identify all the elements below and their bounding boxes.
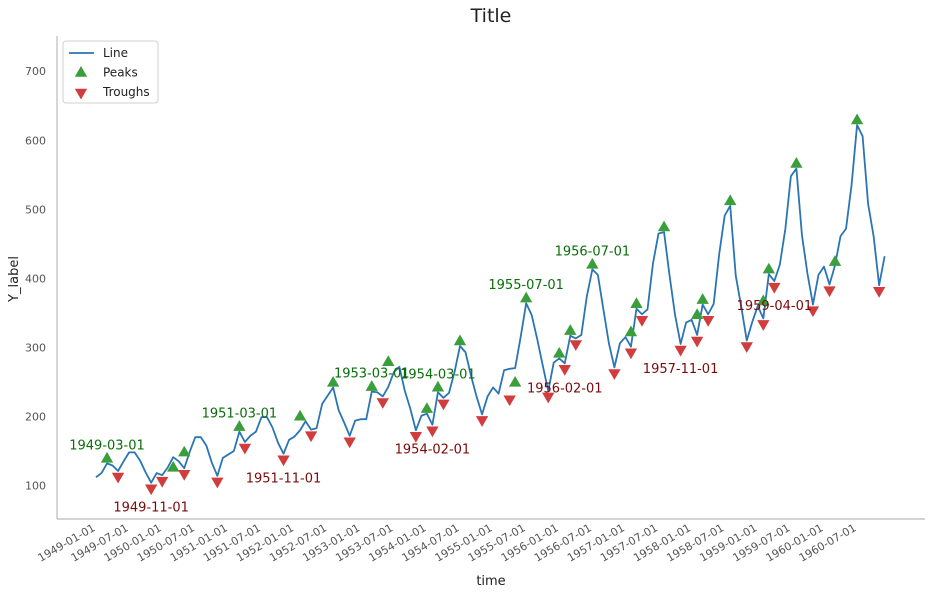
trough-marker <box>740 342 753 353</box>
trough-annotation: 1949-11-01 <box>113 501 189 516</box>
y-tick-label: 400 <box>25 272 46 285</box>
y-tick-label: 200 <box>25 410 46 423</box>
x-axis-label: time <box>476 574 505 589</box>
peak-annotation: 1954-03-01 <box>400 367 476 382</box>
legend: Line Peaks Troughs <box>62 40 159 104</box>
trough-marker <box>872 287 886 298</box>
trough-marker <box>624 348 638 360</box>
trough-marker <box>178 470 191 481</box>
trough-marker <box>144 484 158 496</box>
legend-label: Peaks <box>103 66 138 80</box>
legend-trough-swatch <box>74 88 88 100</box>
trough-marker <box>635 316 649 327</box>
trough-marker <box>768 282 781 294</box>
axes <box>56 36 925 520</box>
trough-annotation: 1959-04-01 <box>737 299 813 314</box>
trough-marker <box>701 316 715 327</box>
trough-marker <box>608 369 621 380</box>
peak-marker <box>382 355 395 366</box>
peak-marker <box>724 194 737 206</box>
peak-marker <box>762 262 776 274</box>
peak-marker <box>100 451 114 463</box>
series-line <box>95 124 886 484</box>
trough-marker <box>823 286 836 298</box>
trough-marker <box>277 455 290 467</box>
peak-marker <box>431 380 445 392</box>
y-tick-label: 500 <box>25 203 46 216</box>
peak-annotation: 1955-07-01 <box>488 278 564 293</box>
trough-marker <box>426 426 439 438</box>
y-axis-label: Y_label <box>7 256 22 303</box>
trough-marker <box>304 431 318 443</box>
trough-annotation: 1957-11-01 <box>643 362 719 377</box>
x-ticks: 1949-01-011949-07-011950-01-011950-07-01… <box>36 521 859 564</box>
trough-marker <box>111 472 125 484</box>
y-tick-label: 600 <box>25 134 46 147</box>
trough-marker <box>569 340 582 351</box>
peak-marker <box>293 409 307 421</box>
y-tick-label: 300 <box>25 341 46 354</box>
trough-marker <box>409 432 423 443</box>
peak-marker <box>233 420 246 431</box>
peak-annotation: 1956-07-01 <box>555 244 631 259</box>
peak-marker <box>365 380 378 391</box>
y-tick-label: 700 <box>25 65 46 78</box>
peak-marker <box>167 460 180 472</box>
peak-marker <box>553 346 566 358</box>
trough-marker <box>156 476 169 488</box>
legend-peak-swatch <box>74 66 88 77</box>
peak-marker <box>790 157 803 168</box>
peak-annotation: 1953-03-01 <box>334 367 410 382</box>
legend-label: Line <box>103 46 128 60</box>
y-tick-label: 100 <box>25 480 46 493</box>
peak-marker <box>326 375 340 387</box>
trough-marker <box>343 437 356 449</box>
trough-marker <box>542 392 555 404</box>
peak-marker <box>690 308 704 320</box>
markers <box>100 113 886 496</box>
peak-marker <box>757 294 770 306</box>
peak-marker <box>624 325 638 337</box>
peak-marker <box>564 324 577 335</box>
peak-marker <box>178 445 191 457</box>
peak-marker <box>420 402 434 413</box>
peak-annotation: 1951-03-01 <box>202 407 278 422</box>
plot-area <box>95 124 886 484</box>
peak-marker <box>519 291 533 303</box>
legend-box <box>62 40 159 104</box>
trough-marker <box>475 416 489 427</box>
trough-marker <box>674 345 687 357</box>
peak-marker <box>828 255 842 266</box>
trough-annotation: 1956-02-01 <box>527 381 603 396</box>
peak-annotation: 1949-03-01 <box>69 438 145 453</box>
y-ticks: 100 200 300 400 500 600 700 <box>25 65 46 492</box>
peak-marker <box>586 257 599 269</box>
trough-annotation: 1951-11-01 <box>246 472 322 487</box>
peak-marker <box>696 293 709 304</box>
legend-label: Troughs <box>102 85 150 99</box>
trough-marker <box>238 443 252 455</box>
trough-annotation: 1954-02-01 <box>395 443 471 458</box>
peak-marker <box>850 113 864 125</box>
trough-marker <box>690 336 704 348</box>
trough-marker <box>503 395 516 407</box>
peak-marker <box>657 220 671 232</box>
trough-marker <box>806 306 820 318</box>
trough-marker <box>211 477 224 489</box>
trough-marker <box>437 399 450 411</box>
trough-marker <box>757 320 770 331</box>
trough-marker <box>376 398 389 409</box>
peak-marker <box>508 375 522 387</box>
peak-marker <box>453 334 467 346</box>
peak-marker <box>630 297 643 308</box>
annotations: 1949-03-01 1951-03-01 1953-03-011954-03-01… <box>69 244 812 515</box>
chart-title: Title <box>470 5 512 27</box>
trough-marker <box>558 365 571 376</box>
